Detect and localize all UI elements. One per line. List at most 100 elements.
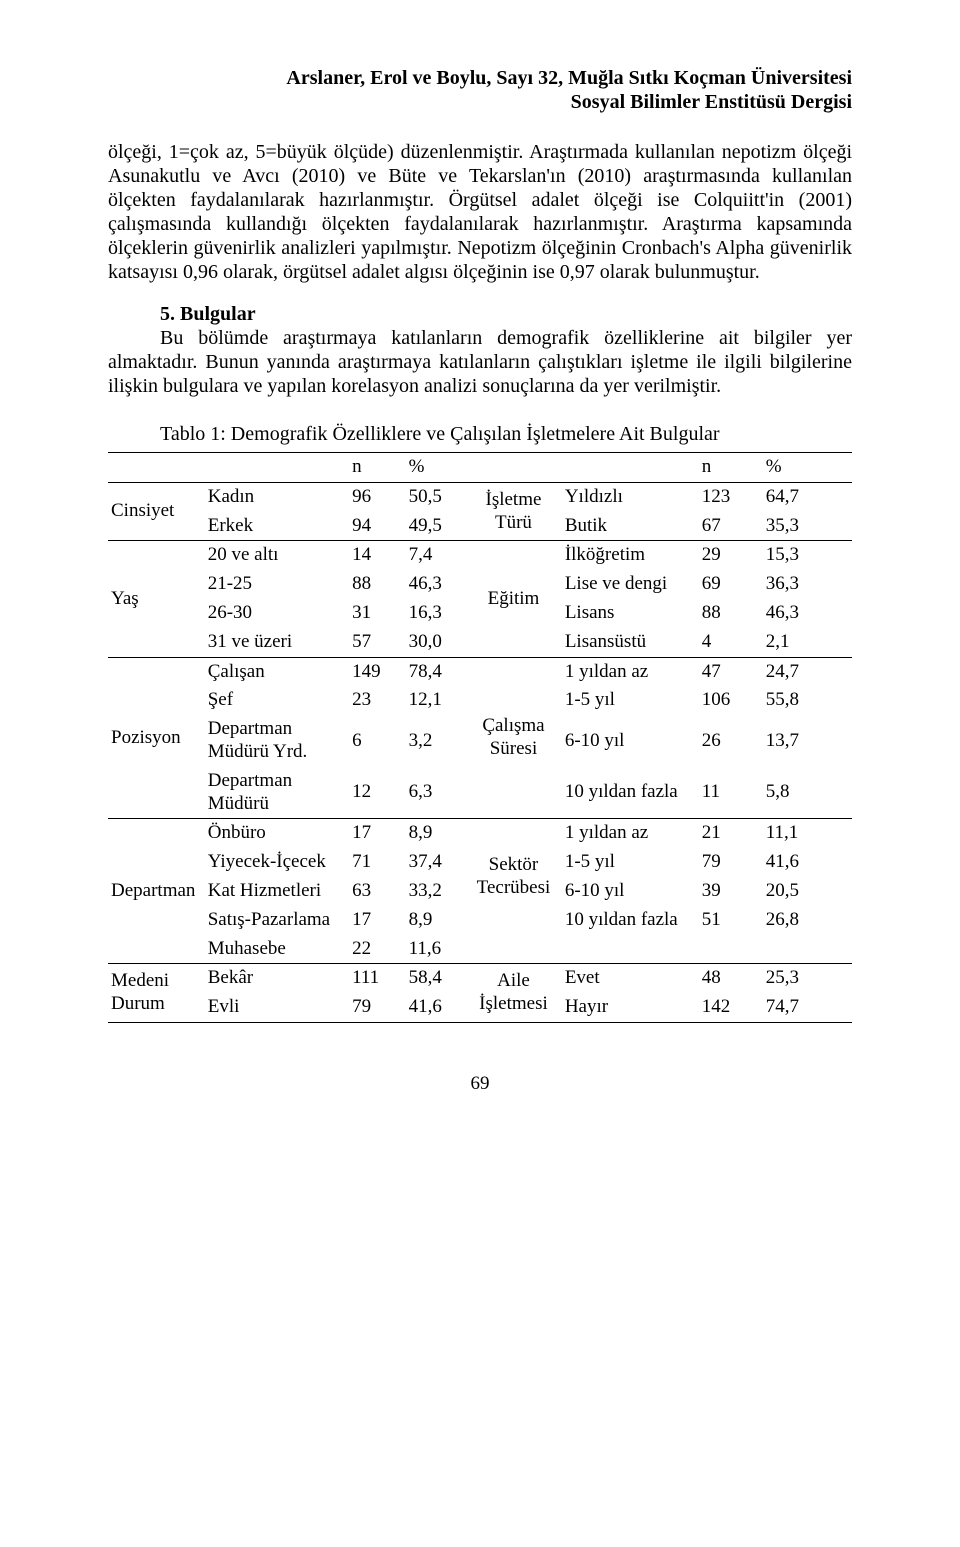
table-var-right: Sektör Tecrübesi xyxy=(465,819,562,935)
table-cell: Satış-Pazarlama xyxy=(205,906,346,935)
table-cell: Hayır xyxy=(562,993,696,1022)
table-cell: Kadın xyxy=(205,482,346,511)
table-cell: Departman Müdürü Yrd. xyxy=(205,715,346,767)
table-cell: 6,3 xyxy=(406,767,466,819)
table-cell: 14 xyxy=(346,541,406,570)
table-cell: 31 ve üzeri xyxy=(205,628,346,657)
page-number: 69 xyxy=(108,1073,852,1096)
table-var-right: Çalışma Süresi xyxy=(465,657,562,819)
table-cell: 6 xyxy=(346,715,406,767)
paragraph-1: ölçeği, 1=çok az, 5=büyük ölçüde) düzenl… xyxy=(108,140,852,284)
table-cell: 30,0 xyxy=(406,628,466,657)
table-cell: 50,5 xyxy=(406,482,466,511)
table-cell: 123 xyxy=(696,482,763,511)
table-cell: 71 xyxy=(346,848,406,877)
table-cell: 48 xyxy=(696,964,763,993)
table-cell: 46,3 xyxy=(763,599,852,628)
table-cell: 39 xyxy=(696,877,763,906)
table-cell: Departman Müdürü xyxy=(205,767,346,819)
section-5: 5. Bulgular Bu bölümde araştırmaya katıl… xyxy=(108,302,852,398)
table-cell: 67 xyxy=(696,512,763,541)
table-cell: 63 xyxy=(346,877,406,906)
table-cell: Lisans xyxy=(562,599,696,628)
table-cell: 57 xyxy=(346,628,406,657)
table-cell: Evli xyxy=(205,993,346,1022)
table-cell: 26,8 xyxy=(763,906,852,935)
table-cell: 55,8 xyxy=(763,686,852,715)
table-var-left: Cinsiyet xyxy=(108,482,205,541)
table-cell: 26 xyxy=(696,715,763,767)
table-var-left: Yaş xyxy=(108,541,205,657)
table-cell: 79 xyxy=(696,848,763,877)
table-head-n-left: n xyxy=(346,453,406,483)
table-cell: 15,3 xyxy=(763,541,852,570)
table-cell: Butik xyxy=(562,512,696,541)
table-cell: Muhasebe xyxy=(205,935,346,964)
table-cell: 6-10 yıl xyxy=(562,715,696,767)
table-cell: 31 xyxy=(346,599,406,628)
page-number-value: 69 xyxy=(471,1073,490,1094)
table-var-left: Pozisyon xyxy=(108,657,205,819)
table-cell: 41,6 xyxy=(763,848,852,877)
table-cell: 24,7 xyxy=(763,657,852,686)
table-cell: 1 yıldan az xyxy=(562,657,696,686)
table-cell: 26-30 xyxy=(205,599,346,628)
paragraph-2-text: Bu bölümde araştırmaya katılanların demo… xyxy=(108,326,852,398)
running-head-line-2: Sosyal Bilimler Enstitüsü Dergisi xyxy=(108,90,852,114)
table-cell: 88 xyxy=(346,570,406,599)
table-caption-text: Tablo 1: Demografik Özelliklere ve Çalış… xyxy=(160,423,720,445)
table-cell: 12 xyxy=(346,767,406,819)
section-title: 5. Bulgular xyxy=(108,302,852,326)
table-cell: Çalışan xyxy=(205,657,346,686)
table-cell: 5,8 xyxy=(763,767,852,819)
table-cell: 11,6 xyxy=(406,935,466,964)
table-head-pct-right: % xyxy=(763,453,852,483)
table-cell xyxy=(696,935,763,964)
table-head-pct-left: % xyxy=(406,453,466,483)
table-cell: 35,3 xyxy=(763,512,852,541)
table-cell: Önbüro xyxy=(205,819,346,848)
paragraph-1-text: ölçeği, 1=çok az, 5=büyük ölçüde) düzenl… xyxy=(108,141,852,283)
table-cell: 10 yıldan fazla xyxy=(562,906,696,935)
table-cell: 88 xyxy=(696,599,763,628)
table-cell: 20 ve altı xyxy=(205,541,346,570)
table-cell: 29 xyxy=(696,541,763,570)
table-cell: 8,9 xyxy=(406,819,466,848)
table-cell: 12,1 xyxy=(406,686,466,715)
table-cell: Erkek xyxy=(205,512,346,541)
table-cell: 78,4 xyxy=(406,657,466,686)
table-cell: Lisansüstü xyxy=(562,628,696,657)
table-cell: 47 xyxy=(696,657,763,686)
table-cell: 106 xyxy=(696,686,763,715)
table-cell: 69 xyxy=(696,570,763,599)
table-cell: 23 xyxy=(346,686,406,715)
table-cell: 21 xyxy=(696,819,763,848)
table-cell: 10 yıldan fazla xyxy=(562,767,696,819)
table-cell: 2,1 xyxy=(763,628,852,657)
table-cell: İlköğretim xyxy=(562,541,696,570)
table-cell: 41,6 xyxy=(406,993,466,1022)
table-cell: 142 xyxy=(696,993,763,1022)
table-cell xyxy=(562,935,696,964)
table-cell: Şef xyxy=(205,686,346,715)
table-cell: 17 xyxy=(346,906,406,935)
table-cell: 6-10 yıl xyxy=(562,877,696,906)
table-cell: 64,7 xyxy=(763,482,852,511)
table-cell: 11 xyxy=(696,767,763,819)
table-cell: 1-5 yıl xyxy=(562,848,696,877)
table-cell: 21-25 xyxy=(205,570,346,599)
table-cell: 37,4 xyxy=(406,848,466,877)
table-cell xyxy=(465,935,562,964)
table-cell: Kat Hizmetleri xyxy=(205,877,346,906)
table-cell: 4 xyxy=(696,628,763,657)
table-cell: 94 xyxy=(346,512,406,541)
table-head-n-right: n xyxy=(696,453,763,483)
table-cell: 46,3 xyxy=(406,570,466,599)
table-cell: 13,7 xyxy=(763,715,852,767)
table-cell xyxy=(763,935,852,964)
table-cell: 49,5 xyxy=(406,512,466,541)
table-cell: 111 xyxy=(346,964,406,993)
table-caption: Tablo 1: Demografik Özelliklere ve Çalış… xyxy=(108,422,852,446)
table-cell: 58,4 xyxy=(406,964,466,993)
running-head-line-1: Arslaner, Erol ve Boylu, Sayı 32, Muğla … xyxy=(108,66,852,90)
